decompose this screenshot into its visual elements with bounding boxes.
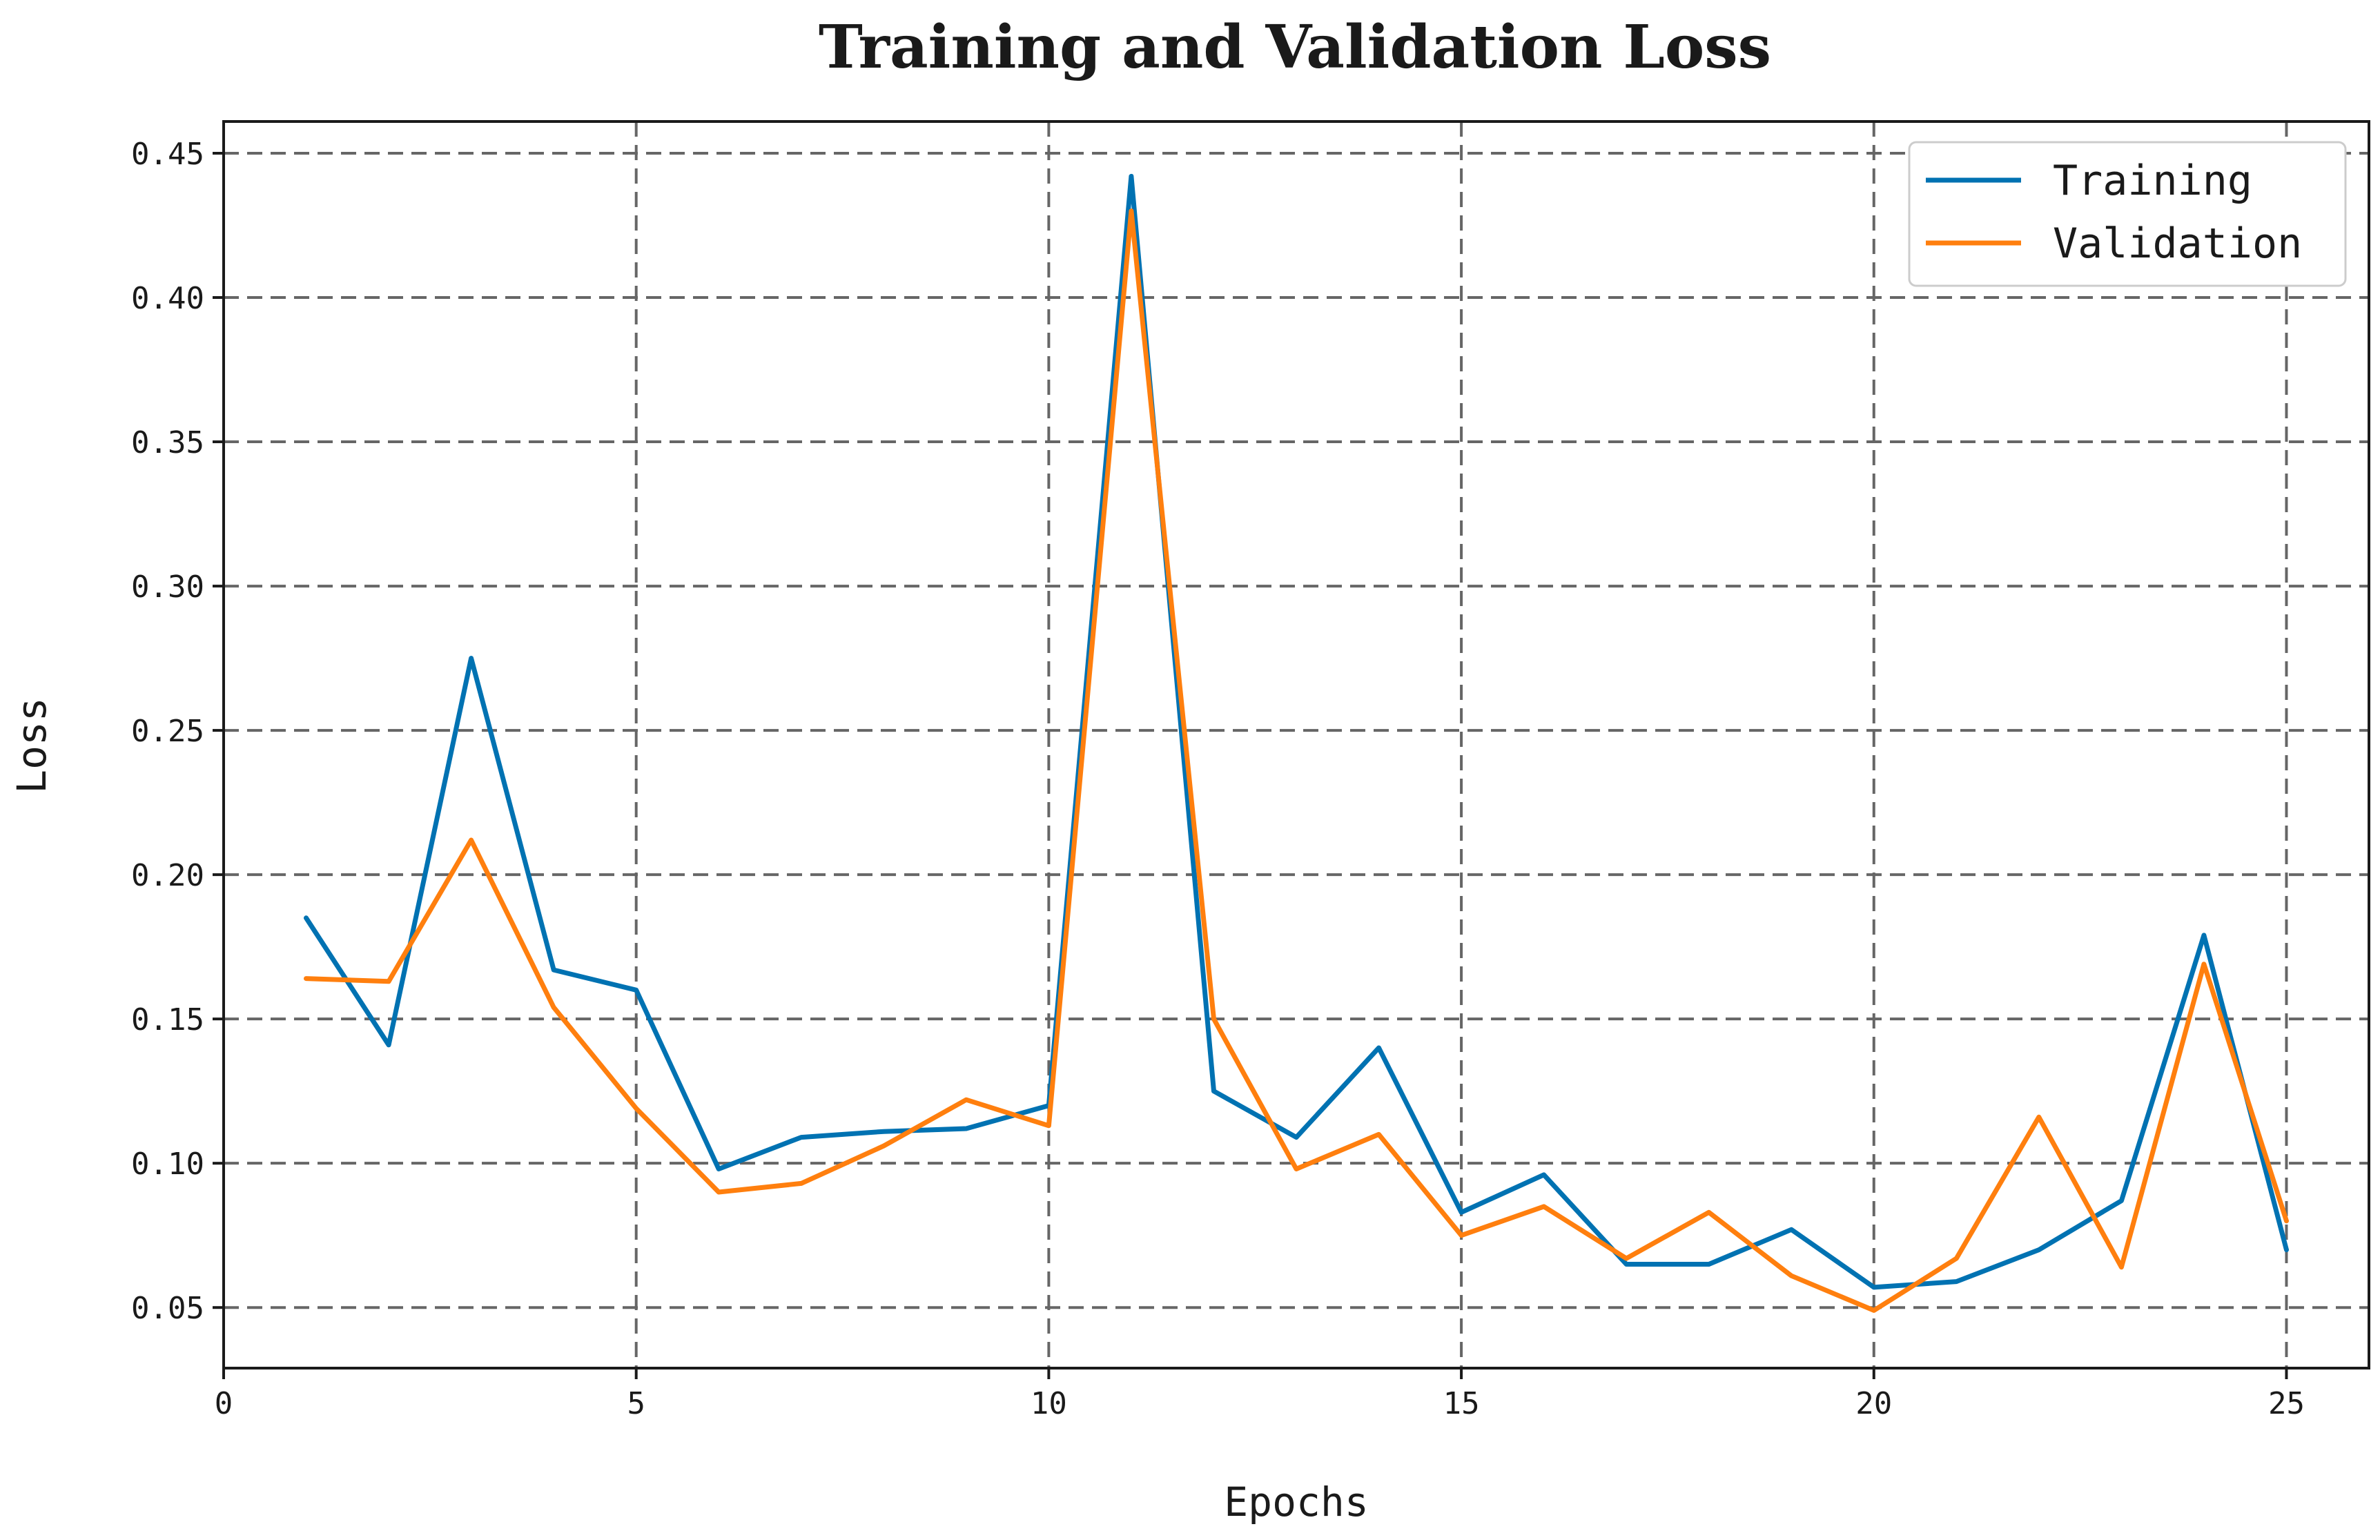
chart-title: Training and Validation Loss: [819, 12, 1771, 82]
y-tick-label: 0.45: [131, 137, 204, 172]
x-tick-label: 15: [1443, 1386, 1480, 1421]
y-axis-label: Loss: [8, 697, 55, 794]
legend: Training Validation: [1908, 141, 2347, 287]
y-tick-label: 0.05: [131, 1291, 204, 1326]
x-tick-label: 10: [1031, 1386, 1067, 1421]
x-tick-label: 25: [2268, 1386, 2305, 1421]
y-tick-label: 0.40: [131, 281, 204, 316]
y-tick-label: 0.35: [131, 425, 204, 460]
legend-label-training: Training: [2053, 157, 2252, 205]
axis-ticks: 0 5 10 15 20 25 0.05 0.10 0.15 0.20 0.25 0.30 0.35 0.…: [131, 137, 2305, 1421]
x-tick-label: 0: [215, 1386, 233, 1421]
y-tick-label: 0.15: [131, 1002, 204, 1037]
x-tick-label: 5: [627, 1386, 645, 1421]
legend-label-validation: Validation: [2053, 220, 2302, 268]
grid-lines: [224, 121, 2369, 1368]
x-tick-label: 20: [1855, 1386, 1892, 1421]
series-line-validation: [304, 208, 2289, 1313]
series-line-training: [304, 173, 2289, 1290]
y-tick-label: 0.30: [131, 569, 204, 605]
series-lines: [304, 173, 2289, 1313]
y-tick-label: 0.10: [131, 1147, 204, 1182]
x-axis-label: Epochs: [1224, 1479, 1369, 1526]
plot-frame: [222, 120, 2370, 1370]
y-tick-label: 0.25: [131, 714, 204, 749]
y-tick-label: 0.20: [131, 858, 204, 893]
